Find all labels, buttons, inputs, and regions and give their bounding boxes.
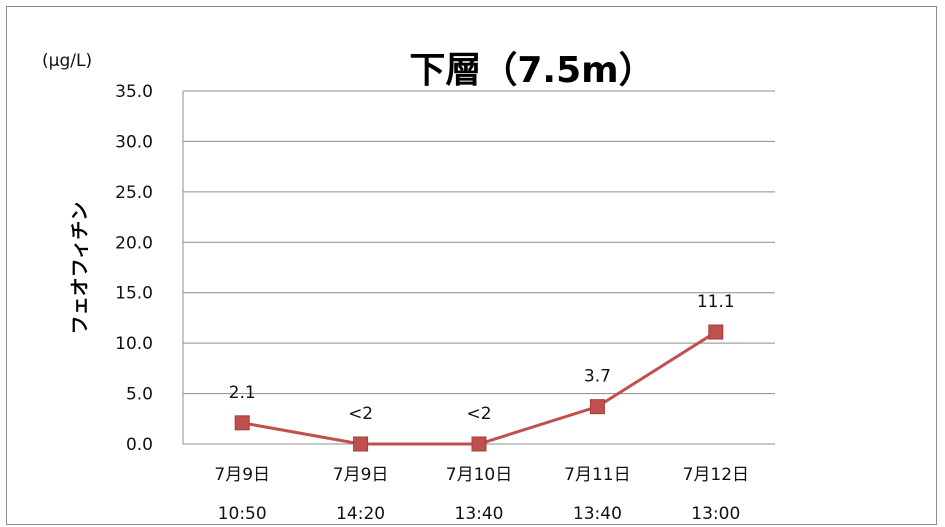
grid	[182, 90, 775, 445]
data-point	[353, 436, 369, 452]
data-label: 11.1	[697, 292, 735, 312]
data-point	[234, 415, 250, 431]
x-tick-label-time: 13:00	[691, 504, 740, 524]
y-tick-label: 30.0	[115, 132, 153, 152]
x-tick-label-date: 7月9日	[333, 465, 389, 485]
y-tick-label: 0.0	[126, 435, 153, 455]
x-tick-label-time: 13:40	[455, 504, 504, 524]
chart-title: 下層（7.5m）	[409, 50, 654, 91]
x-tick-label-date: 7月9日	[214, 465, 270, 485]
data-labels: 2.1 <2 <2 3.7 11.1	[229, 292, 735, 424]
y-tick-label: 25.0	[115, 183, 153, 203]
series-line	[241, 330, 717, 446]
y-axis-unit: (μg/L)	[42, 51, 92, 71]
x-tick-label-date: 7月12日	[683, 465, 749, 485]
y-tick-label: 20.0	[115, 233, 153, 253]
data-label: <2	[348, 404, 373, 424]
y-tick-label: 10.0	[115, 334, 153, 354]
series	[234, 324, 724, 452]
data-label: 2.1	[229, 383, 256, 403]
data-label: <2	[466, 404, 491, 424]
x-tick-label-date: 7月11日	[564, 465, 630, 485]
y-tick-label: 5.0	[126, 385, 153, 405]
x-tick-label-date: 7月10日	[446, 465, 512, 485]
y-axis-ticks: 0.0 5.0 10.0 15.0 20.0 25.0 30.0 35.0	[115, 82, 153, 455]
x-tick-label-time: 10:50	[218, 504, 267, 524]
data-point	[589, 399, 605, 415]
data-point	[471, 436, 487, 452]
x-tick-label-time: 14:20	[336, 504, 385, 524]
y-axis-label: フェオフィチン	[69, 202, 91, 335]
y-tick-label: 35.0	[115, 82, 153, 102]
data-label: 3.7	[584, 367, 611, 387]
y-tick-label: 15.0	[115, 284, 153, 304]
x-axis-ticks: 7月9日 10:50 7月9日 14:20 7月10日 13:40 7月11日 13:40 7月…	[214, 465, 749, 524]
x-tick-label-time: 13:40	[573, 504, 622, 524]
data-point	[708, 324, 724, 340]
